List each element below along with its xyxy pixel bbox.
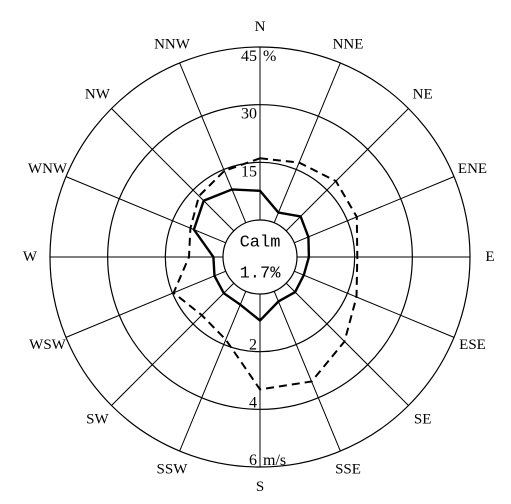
series-dashed-line xyxy=(172,157,359,391)
direction-label-sw: SW xyxy=(86,412,109,428)
spoke-ene xyxy=(293,176,455,244)
direction-label-nw: NW xyxy=(85,86,111,102)
series-solid-line xyxy=(192,188,311,323)
spoke-sse xyxy=(273,290,341,452)
spoke-se xyxy=(285,282,409,406)
spoke-nnw xyxy=(179,62,247,224)
direction-label-nnw: NNW xyxy=(154,37,191,53)
spoke-nne xyxy=(273,62,341,224)
spoke-ese xyxy=(293,270,455,338)
calm-label: Calm xyxy=(240,234,281,253)
frequency-tick-label: 30 xyxy=(241,106,257,123)
direction-label-ese: ESE xyxy=(459,337,486,353)
direction-label-wsw: WSW xyxy=(29,337,67,353)
direction-label-w: W xyxy=(23,249,38,265)
direction-label-se: SE xyxy=(414,412,432,428)
spoke-ssw xyxy=(179,290,247,452)
spoke-sw xyxy=(111,282,235,406)
direction-label-ene: ENE xyxy=(458,161,487,177)
frequency-unit-label: % xyxy=(263,48,276,65)
calm-value: 1.7% xyxy=(240,265,282,284)
spoke-ne xyxy=(285,108,409,232)
direction-label-nne: NNE xyxy=(333,37,364,53)
spoke-wnw xyxy=(65,176,227,244)
speed-unit-label: m/s xyxy=(263,452,286,469)
direction-label-sse: SSE xyxy=(335,461,361,477)
frequency-tick-label: 45 xyxy=(241,48,257,65)
direction-label-wnw: WNW xyxy=(28,161,68,177)
spoke-nw xyxy=(111,108,235,232)
direction-label-s: S xyxy=(256,479,264,495)
speed-tick-label: 6 xyxy=(249,452,257,469)
direction-label-n: N xyxy=(255,19,266,35)
direction-label-ne: NE xyxy=(413,86,433,102)
spoke-wsw xyxy=(65,270,227,338)
frequency-tick-label: 15 xyxy=(241,163,257,180)
speed-tick-label: 4 xyxy=(249,394,257,411)
direction-label-ssw: SSW xyxy=(157,461,189,477)
speed-tick-label: 2 xyxy=(249,337,257,354)
direction-label-e: E xyxy=(485,249,494,265)
